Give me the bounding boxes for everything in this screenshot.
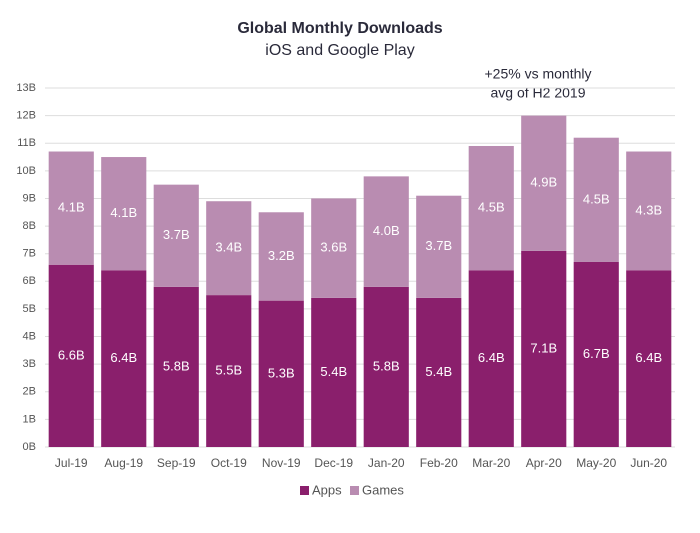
legend-label: Apps <box>312 482 342 497</box>
annotation: avg of H2 2019 <box>491 85 586 101</box>
x-tick-label: Jul-19 <box>55 456 88 470</box>
value-label: 5.8B <box>163 358 190 373</box>
y-tick-label: 10B <box>16 165 36 177</box>
bar-segment <box>521 115 567 251</box>
x-tick-label: Feb-20 <box>420 456 458 470</box>
y-tick-label: 11B <box>17 137 36 149</box>
bar-segment <box>206 201 252 296</box>
y-tick-label: 9B <box>23 192 36 204</box>
bar-segment <box>626 151 672 271</box>
bar-segment <box>258 300 304 447</box>
bar-segment <box>48 151 94 265</box>
bar-segment <box>573 261 619 447</box>
bar-segment <box>48 264 94 447</box>
x-tick-label: Oct-19 <box>211 456 247 470</box>
legend-label: Games <box>362 482 404 497</box>
bar-segment <box>626 270 672 447</box>
legend-swatch <box>350 486 359 495</box>
value-label: 4.9B <box>530 175 557 190</box>
value-label: 4.3B <box>635 202 662 217</box>
y-tick-label: 7B <box>23 248 36 260</box>
bar-segment <box>363 286 409 447</box>
value-label: 4.0B <box>373 223 400 238</box>
value-label: 3.4B <box>215 240 242 255</box>
y-tick-label: 12B <box>16 110 36 122</box>
value-label: 3.2B <box>268 248 295 263</box>
value-label: 3.7B <box>425 238 452 253</box>
y-tick-label: 4B <box>23 330 36 342</box>
value-label: 4.1B <box>110 205 137 220</box>
x-tick-label: Dec-19 <box>314 456 353 470</box>
bar-segment <box>416 297 462 447</box>
bar-segment <box>101 157 147 271</box>
value-label: 4.1B <box>58 200 85 215</box>
x-tick-label: May-20 <box>576 456 616 470</box>
x-tick-label: Mar-20 <box>472 456 510 470</box>
y-tick-label: 6B <box>23 275 36 287</box>
legend-swatch <box>300 486 309 495</box>
value-label: 4.5B <box>583 191 610 206</box>
value-label: 6.4B <box>478 350 505 365</box>
value-label: 5.4B <box>425 364 452 379</box>
chart-subtitle: iOS and Google Play <box>265 42 414 59</box>
y-tick-label: 13B <box>16 82 36 94</box>
x-tick-label: Jun-20 <box>630 456 667 470</box>
y-tick-label: 1B <box>23 413 36 425</box>
y-tick-label: 2B <box>23 386 36 398</box>
bar-segment <box>101 270 147 447</box>
bar-segment <box>311 297 357 447</box>
bar-segment <box>153 184 199 287</box>
annotation: +25% vs monthly <box>485 66 592 82</box>
y-tick-label: 0B <box>23 441 36 453</box>
bar-segment <box>153 286 199 447</box>
value-label: 5.5B <box>215 362 242 377</box>
bar-segment <box>363 176 409 287</box>
value-label: 3.6B <box>320 240 347 255</box>
bar-segment <box>416 195 462 298</box>
x-tick-label: Aug-19 <box>104 456 143 470</box>
value-label: 5.8B <box>373 358 400 373</box>
value-label: 4.5B <box>478 200 505 215</box>
x-tick-label: Sep-19 <box>157 456 196 470</box>
value-label: 3.7B <box>163 227 190 242</box>
y-tick-label: 5B <box>23 303 36 315</box>
value-label: 6.6B <box>58 347 85 362</box>
x-tick-label: Apr-20 <box>526 456 562 470</box>
y-tick-label: 3B <box>23 358 36 370</box>
bar-segment <box>206 295 252 447</box>
x-tick-label: Jan-20 <box>368 456 405 470</box>
y-tick-label: 8B <box>23 220 36 232</box>
x-tick-label: Nov-19 <box>262 456 301 470</box>
value-label: 7.1B <box>530 340 557 355</box>
chart-title: Global Monthly Downloads <box>237 20 442 37</box>
bar-segment <box>468 145 514 271</box>
bar-segment <box>468 270 514 447</box>
value-label: 5.3B <box>268 365 295 380</box>
bar-segment <box>258 212 304 301</box>
value-label: 6.4B <box>110 350 137 365</box>
value-label: 6.7B <box>583 346 610 361</box>
bar-segment <box>573 137 619 262</box>
value-label: 6.4B <box>635 350 662 365</box>
bar-segment <box>311 198 357 298</box>
bar-segment <box>521 250 567 447</box>
value-label: 5.4B <box>320 364 347 379</box>
